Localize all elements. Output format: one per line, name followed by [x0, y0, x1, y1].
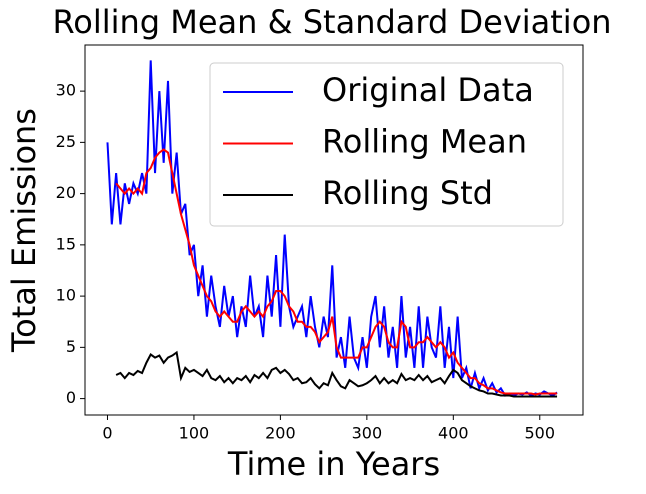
legend-label: Original Data [322, 71, 534, 109]
x-axis-label: Time in Years [227, 445, 440, 483]
y-tick-label: 30 [56, 81, 76, 100]
data-line [115, 148, 558, 396]
y-tick-label: 10 [56, 286, 76, 305]
y-tick-label: 20 [56, 183, 76, 202]
data-line [106, 60, 558, 397]
y-axis-label: Total Emissions [5, 108, 43, 353]
y-tick-label: 25 [56, 132, 76, 151]
x-tick-label: 100 [179, 424, 210, 443]
y-tick-label: 15 [56, 234, 76, 253]
y-tick-label: 0 [66, 388, 76, 407]
legend-label: Rolling Std [322, 174, 493, 212]
x-tick-label: 400 [438, 424, 469, 443]
x-tick-label: 300 [352, 424, 383, 443]
x-tick-label: 0 [102, 424, 112, 443]
plot-frame [84, 44, 584, 416]
legend: Original Data Rolling Mean Rolling Std [209, 62, 564, 227]
legend-label: Rolling Mean [322, 123, 527, 161]
y-tick-label: 5 [66, 337, 76, 356]
legend-box [209, 62, 564, 227]
chart-title: Rolling Mean & Standard Deviation [52, 3, 611, 41]
x-tick-label: 500 [524, 424, 555, 443]
data-line [115, 350, 558, 398]
x-tick-label: 200 [265, 424, 296, 443]
